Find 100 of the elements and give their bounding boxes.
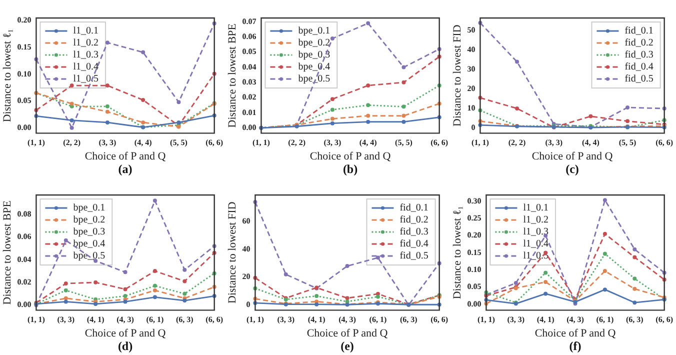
y-axis-title: Distance to lowest FID: [226, 202, 238, 304]
x-tick-label: (6, 1): [146, 315, 164, 324]
y-tick-label: 0: [471, 123, 476, 132]
x-tick-label: (6, 6): [430, 315, 448, 324]
y-tick-label: 0.06: [17, 232, 32, 242]
x-axis-title: Choice of P and Q: [84, 327, 166, 340]
legend-label: bpe_0.3: [298, 50, 330, 61]
x-axis-title: Choice of P and Q: [534, 327, 616, 340]
legend-label: l1_0.2: [73, 38, 98, 49]
x-tick-label: (4, 1): [86, 315, 105, 324]
legend-label: bpe_0.1: [298, 26, 330, 37]
x-tick-label: (4, 4): [134, 138, 152, 148]
y-tick-label: 0.04: [17, 254, 32, 264]
x-tick-label: (3, 3): [545, 138, 563, 148]
x-tick-label: (5, 5): [395, 138, 413, 148]
legend-label: l1_0.1: [73, 26, 98, 37]
y-axis-title: Distance to lowest ℓ₁: [1, 28, 14, 122]
x-tick-label: (2, 2): [508, 138, 526, 148]
x-tick-label: (6, 3): [176, 315, 194, 324]
legend-label: bpe_0.4: [73, 238, 106, 250]
y-tick-label: 0.04: [242, 62, 256, 72]
text: (b): [342, 162, 358, 176]
x-tick-label: (1, 1): [28, 138, 46, 148]
x-tick-label: (6, 6): [656, 138, 674, 148]
x-tick-label: (3, 3): [57, 315, 75, 324]
legend-label: bpe_0.5: [298, 74, 330, 85]
x-tick-label: (6, 6): [430, 138, 448, 148]
legend-label: fid_0.3: [624, 50, 654, 61]
y-tick-label: 0.15: [467, 248, 482, 257]
legend-label: l1_0.2: [523, 214, 548, 226]
x-tick-label: (4, 3): [338, 315, 356, 324]
y-tick-label: 0.03: [242, 77, 256, 86]
y-tick-label: 50: [467, 26, 476, 35]
legend-label: fid_0.4: [624, 62, 654, 73]
y-tick-label: 20: [242, 272, 250, 282]
legend-label: l1_0.1: [523, 202, 548, 214]
x-tick-label: (3, 3): [324, 138, 342, 148]
y-tick-label: 0.08: [17, 209, 32, 218]
x-tick-label: (3, 3): [277, 315, 295, 324]
x-tick-label: (2, 2): [63, 138, 81, 148]
x-tick-label: (6, 3): [626, 315, 644, 324]
legend-label: fid_0.5: [400, 250, 428, 262]
x-tick-label: (6, 1): [369, 315, 387, 324]
y-tick-label: 0.05: [467, 282, 482, 292]
x-tick-label: (3, 3): [98, 138, 116, 148]
legend-label: bpe_0.2: [298, 38, 330, 49]
x-tick-label: (4, 3): [566, 315, 584, 324]
x-tick-label: (3, 3): [507, 315, 525, 324]
legend-label: fid_0.1: [624, 26, 654, 37]
y-axis-title: Distance to lowest BPE: [226, 23, 238, 128]
x-tick-label: (1, 1): [472, 138, 490, 148]
legend-label: bpe_0.3: [73, 226, 106, 238]
legend-label: bpe_0.5: [73, 250, 106, 262]
y-axis-title: Distance to lowest BPE: [1, 200, 14, 305]
y-axis-title: Distance to lowest FID: [451, 24, 464, 126]
y-tick-label: 40: [242, 244, 250, 254]
y-tick-label: 0.10: [17, 69, 32, 78]
y-tick-label: 20: [467, 84, 476, 94]
text: (d): [118, 339, 133, 354]
y-tick-label: 0.10: [467, 265, 482, 274]
x-tick-label: (5, 5): [170, 138, 188, 148]
y-tick-label: 0.06: [242, 32, 256, 42]
x-axis-title: Choice of P and Q: [84, 150, 166, 162]
y-tick-label: 0.00: [242, 122, 256, 132]
y-tick-label: 0.20: [467, 230, 482, 240]
text: (a): [118, 162, 132, 176]
y-tick-label: 0.20: [17, 16, 32, 25]
x-tick-label: (6, 6): [206, 315, 224, 324]
y-tick-label: 0.00: [17, 300, 32, 310]
text: (f): [569, 339, 582, 354]
text: (c): [566, 162, 579, 176]
legend-label: l1_0.5: [73, 74, 98, 85]
legend-label: fid_0.2: [400, 214, 428, 226]
x-axis-title: Choice of P and Q: [310, 150, 391, 162]
legend-label: l1_0.4: [73, 62, 98, 73]
y-tick-label: 0.15: [17, 42, 32, 52]
y-tick-label: 0.05: [17, 96, 32, 106]
y-tick-label: 0.00: [17, 122, 32, 132]
x-axis-title: Choice of P and Q: [306, 327, 388, 340]
x-tick-label: (6, 6): [206, 138, 224, 148]
legend-label: bpe_0.1: [73, 202, 106, 214]
y-tick-label: 60: [242, 216, 250, 226]
y-axis-title: Distance to lowest ℓ₁: [451, 206, 464, 300]
y-tick-label: 0.30: [467, 196, 482, 206]
y-tick-label: 0.02: [242, 92, 256, 102]
x-tick-label: (2, 2): [288, 138, 306, 148]
x-tick-label: (6, 1): [596, 315, 614, 324]
x-tick-label: (4, 3): [116, 315, 134, 324]
y-tick-label: 0.02: [17, 277, 32, 286]
x-tick-label: (4, 1): [308, 315, 326, 324]
legend-label: l1_0.3: [73, 50, 98, 61]
y-tick-label: 10: [467, 104, 476, 113]
y-tick-label: 40: [467, 45, 476, 54]
legend-label: fid_0.3: [400, 226, 428, 238]
legend-label: l1_0.3: [523, 226, 548, 238]
x-tick-label: (4, 4): [359, 138, 378, 148]
x-tick-label: (1, 1): [28, 315, 46, 324]
y-tick-label: 30: [467, 64, 476, 74]
legend-label: bpe_0.4: [298, 62, 330, 73]
legend-label: fid_0.4: [400, 238, 428, 250]
